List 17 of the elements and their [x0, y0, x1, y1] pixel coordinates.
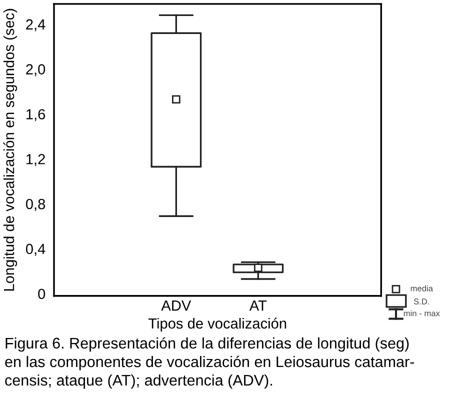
text: media	[410, 285, 433, 292]
text: en las componentes de vocalización en Leiosaurus catamar-	[5, 356, 414, 370]
y-tick-label: 2,0	[26, 64, 46, 76]
y-axis-title: Longitud de vocalización en segundos (sec)	[3, 8, 18, 291]
x-tick-label: ADV	[161, 300, 192, 311]
y-tick-label: 2,4	[26, 19, 46, 32]
y-tick-label: 0,4	[26, 244, 46, 256]
y-tick-label: 1,2	[26, 154, 45, 166]
y-tick-label: 1,6	[26, 109, 46, 122]
text: censis; ataque (AT); advertencia (ADV).	[5, 374, 272, 389]
x-axis-title: Tipos de vocalización	[148, 318, 286, 332]
text: min - max	[404, 310, 440, 316]
text: S.D.	[414, 298, 429, 304]
text: Figura 6. Representación de la diferencias de longitud (seg)	[6, 337, 409, 352]
x-tick-label: AT	[249, 300, 267, 311]
y-tick-label: 0,8	[26, 198, 46, 211]
y-tick-label: 0	[38, 288, 46, 300]
